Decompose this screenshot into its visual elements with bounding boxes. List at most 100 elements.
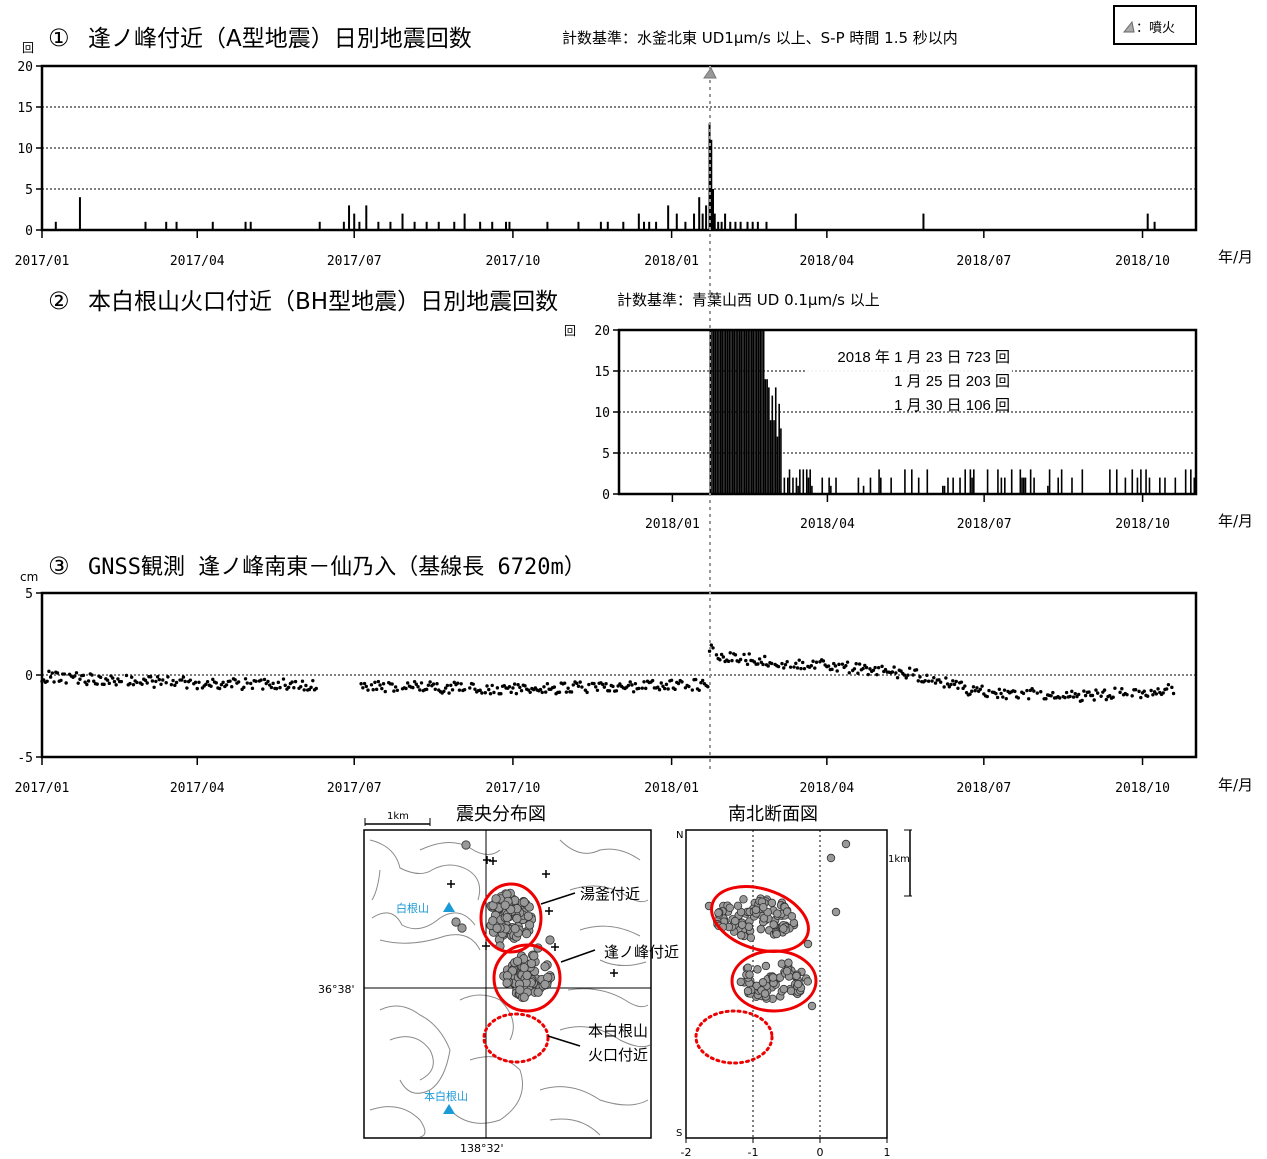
callout-ainomine: 逢ノ峰付近 <box>604 943 679 961</box>
panel3-x-unit: 年/月 <box>1218 776 1253 794</box>
hypocenter <box>751 905 761 915</box>
gnss-point <box>973 689 977 693</box>
gnss-point <box>952 682 957 687</box>
epicenter <box>492 923 502 933</box>
epicenter <box>519 992 529 1002</box>
panel2-bar <box>728 330 731 494</box>
panel2-bar <box>1140 469 1142 494</box>
panel3-y-unit: cm <box>20 570 38 584</box>
gnss-point <box>180 678 184 682</box>
gnss-point <box>233 678 237 682</box>
panel2-bar <box>828 477 830 494</box>
station-cross <box>482 942 490 950</box>
panel1-bar <box>675 213 678 230</box>
panel2-bar <box>1148 477 1151 494</box>
gnss-point <box>1064 690 1069 695</box>
gnss-point <box>1073 691 1077 696</box>
panel2-bar <box>719 330 722 494</box>
gnss-point <box>462 687 467 692</box>
gnss-point <box>718 658 722 662</box>
motoshirane-label: 本白根山 <box>424 1089 468 1103</box>
epicenter <box>522 970 532 980</box>
panel1-bar <box>401 213 404 230</box>
panel1-plot: 0 5 10 15 20 2017/01 2017/04 2017/07 2017/10 201… <box>15 60 1198 269</box>
gnss-point <box>390 682 394 686</box>
gnss-point <box>74 671 79 675</box>
panel2-annotation-box <box>806 344 1012 410</box>
gnss-point <box>637 686 641 691</box>
gnss-point <box>757 657 762 661</box>
map-scale-label: 1km <box>387 811 409 822</box>
panel2-bar <box>771 395 774 494</box>
panel1-bar <box>1146 213 1149 230</box>
panel1-bar <box>54 221 57 230</box>
section-north-label: N <box>676 830 683 841</box>
epicenter-map: 震央分布図 1km <box>318 804 679 1155</box>
section-hypocenters <box>704 839 851 1011</box>
y-tick-label: 15 <box>17 101 33 116</box>
gnss-point <box>883 667 888 672</box>
gnss-point <box>1111 695 1115 699</box>
panel2-bar <box>769 420 772 494</box>
panel1-bar <box>599 221 602 230</box>
panel1-bar <box>701 213 704 230</box>
gnss-point <box>185 686 189 690</box>
gnss-point <box>183 679 187 684</box>
hypocenter <box>746 933 756 942</box>
x-tick-label: 2018/01 <box>644 254 699 269</box>
gnss-point <box>614 689 619 693</box>
gnss-point <box>970 689 974 693</box>
gnss-point <box>1035 691 1040 695</box>
gnss-point <box>968 692 972 696</box>
panel1-bar <box>756 221 759 230</box>
gnss-point <box>640 686 644 690</box>
gnss-point <box>562 681 567 685</box>
gnss-point <box>502 683 506 688</box>
panel2-bar <box>795 477 798 494</box>
hypocenter <box>756 924 766 934</box>
gnss-point <box>980 684 984 688</box>
gnss-point <box>714 653 719 657</box>
hypocenter <box>758 978 768 987</box>
panel1-bar <box>746 221 749 230</box>
gnss-point <box>711 646 715 650</box>
gnss-point <box>374 687 379 692</box>
gnss-point <box>449 683 453 688</box>
gnss-point <box>607 689 612 693</box>
panel2-bar <box>1136 477 1139 494</box>
gnss-point <box>143 678 148 683</box>
gnss-point <box>994 691 998 696</box>
panel2-bar <box>799 469 801 494</box>
gnss-point <box>107 681 111 686</box>
gnss-point <box>150 679 155 683</box>
panel1-bar <box>365 205 368 230</box>
gnss-point <box>111 676 115 680</box>
x-tick-label: 2018/01 <box>645 517 700 532</box>
gnss-point <box>62 672 67 676</box>
gnss-point <box>999 691 1003 696</box>
gnss-point <box>663 686 667 691</box>
hypocenter <box>739 895 748 904</box>
gnss-point <box>576 684 581 688</box>
panel2-bar <box>718 330 720 494</box>
gnss-point <box>457 688 462 692</box>
callout-line <box>547 1035 581 1047</box>
map-longitude-label: 138°32' <box>460 1142 504 1155</box>
y-tick-label: -5 <box>17 751 33 766</box>
gnss-point <box>161 678 165 682</box>
epicenter <box>540 962 550 972</box>
panel1-bar <box>739 221 742 230</box>
gnss-point <box>140 682 144 686</box>
gnss-point <box>626 683 631 688</box>
gnss-point <box>1146 694 1150 698</box>
gnss-point <box>519 688 524 693</box>
epicenter <box>512 956 523 966</box>
gnss-point <box>792 665 796 669</box>
gnss-point <box>116 677 120 681</box>
gnss-point <box>114 683 118 687</box>
gnss-point <box>1125 692 1129 697</box>
gnss-point <box>942 685 946 689</box>
gnss-point <box>188 678 193 682</box>
gnss-point <box>876 665 881 670</box>
gnss-point <box>733 653 738 657</box>
